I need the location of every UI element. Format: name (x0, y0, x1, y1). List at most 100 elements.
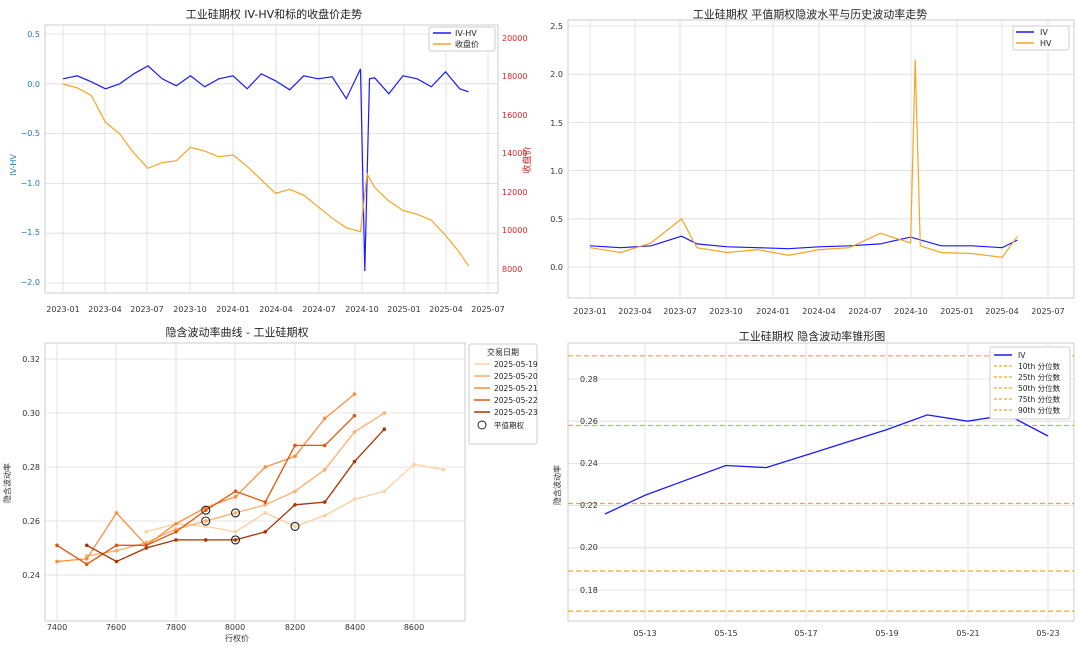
y-axis-label: 隐含波动率 (552, 465, 562, 505)
y-tick-label: 0.26 (22, 517, 40, 526)
y-tick-label: 1.0 (550, 167, 563, 176)
data-point (203, 519, 208, 523)
data-point (144, 543, 149, 548)
x-tick-labels: 05-13 05-15 05-17 05-19 05-21 05-23 (633, 629, 1059, 638)
x-tick-label: 2025-04 (985, 307, 1018, 316)
x-tick-label: 05-13 (633, 629, 656, 638)
y-tick-labels: 0.0 0.5 1.0 1.5 2.0 2.5 (550, 22, 563, 272)
y-tick-label: −0.5 (21, 129, 40, 138)
y-tick-label: 0.32 (22, 355, 40, 364)
x-tick-label: 7600 (106, 623, 126, 632)
x-tick-label: 2023-01 (46, 305, 79, 314)
data-point (441, 467, 446, 472)
data-point (352, 459, 357, 464)
legend: IV-HV 收盘价 (428, 26, 496, 52)
series-lines (62, 65, 470, 272)
legend-swatch-atm (477, 420, 487, 430)
x-tick-label: 8000 (225, 623, 245, 632)
y-tick-label: −1.5 (21, 228, 40, 237)
atm-marker (290, 521, 300, 531)
legend: IV HV (1012, 25, 1070, 51)
legend-label: 50th 分位数 (1018, 383, 1061, 393)
data-point (382, 427, 387, 432)
data-point (174, 521, 178, 526)
series-line-iv-hv (62, 65, 469, 272)
y-tick-labels: 0.18 0.20 0.22 0.24 0.26 0.28 (580, 375, 598, 595)
x-tick-label: 2025-07 (471, 305, 504, 314)
data-point (293, 503, 297, 507)
x-tick-label: 2024-04 (802, 307, 835, 316)
data-point (203, 524, 208, 529)
grid (568, 20, 1074, 298)
series-line-iv (589, 235, 1018, 250)
y2-tick-label: 8000 (502, 265, 522, 274)
grid (45, 25, 498, 293)
x-tick-label: 2024-04 (259, 305, 292, 314)
chart-title: 工业硅期权 平值期权隐波水平与历史波动率走势 (693, 7, 928, 21)
data-point (263, 530, 268, 534)
x-tick-label: 8400 (345, 623, 365, 632)
legend-label: 10th 分位数 (1018, 361, 1061, 371)
atm-marker (201, 505, 211, 515)
x-tick-label: 05-23 (1036, 629, 1059, 638)
chart-iv-cone: 工业硅期权 隐含波动率锥形图 05-13 05-15 05-17 05-19 0… (552, 329, 1075, 638)
x-tick-labels: 7400 7600 7800 8000 8200 8400 8600 (47, 623, 424, 632)
data-point (144, 530, 149, 534)
y-axis-label: IV-HV (9, 154, 18, 176)
x-tick-label: 2025-01 (940, 307, 973, 316)
legend-title: 交易日期 (487, 347, 519, 357)
data-point (174, 530, 178, 534)
y2-tick-label: 12000 (502, 188, 527, 197)
data-point (382, 411, 387, 415)
y2-tick-label: 10000 (502, 226, 527, 235)
legend-label: 90th 分位数 (1018, 405, 1061, 415)
y-tick-label: 0.30 (22, 409, 40, 418)
x-tick-label: 8600 (404, 623, 424, 632)
data-point (114, 511, 119, 515)
y-tick-label: 0.5 (550, 215, 563, 224)
data-point (322, 467, 327, 472)
legend: IV 10th 分位数 25th 分位数 50th 分位数 75th 分位数 9… (989, 346, 1071, 420)
data-point (293, 489, 297, 494)
y-tick-label: 0.24 (580, 459, 598, 468)
x-tick-label: 2024-07 (302, 305, 335, 314)
series-line-iv (604, 414, 1049, 515)
x-axis-label: 行权价 (225, 633, 249, 643)
series-lines (589, 59, 1018, 259)
y-tick-label: 0.18 (580, 586, 598, 595)
data-point (322, 443, 327, 448)
data-point (55, 543, 59, 548)
y2-tick-label: 16000 (502, 111, 527, 120)
y-tick-label: 0.5 (27, 30, 40, 39)
y-tick-label: 1.5 (550, 119, 563, 128)
y-tick-label: 0.22 (580, 501, 598, 510)
y-tick-label: 0.24 (22, 571, 40, 580)
x-tick-label: 2025-07 (1031, 307, 1064, 316)
data-point (293, 443, 297, 448)
y-tick-label: 0.0 (27, 80, 40, 89)
legend-label: 2025-05-19 (494, 360, 538, 369)
data-point (382, 489, 387, 494)
data-point (352, 413, 357, 418)
data-point (233, 511, 238, 515)
series-lines (55, 392, 446, 566)
data-point (84, 557, 89, 561)
atm-marker (230, 535, 241, 545)
series-lines (568, 355, 1074, 612)
series-line-close-price (62, 83, 470, 267)
data-point (263, 500, 268, 504)
x-tick-label: 7400 (47, 623, 67, 632)
grid (45, 343, 465, 621)
y2-tick-label: 20000 (502, 34, 527, 43)
data-point (174, 527, 178, 531)
x-tick-label: 05-15 (714, 629, 737, 638)
x-tick-label: 2023-10 (173, 305, 206, 314)
x-tick-label: 2024-01 (756, 307, 789, 316)
legend-label: 2025-05-21 (494, 384, 538, 393)
y2-tick-labels: 8000 10000 12000 14000 16000 18000 20000 (502, 34, 527, 274)
chart-iv-hv: 工业硅期权 平值期权隐波水平与历史波动率走势 2023-01 2023-04 2… (550, 7, 1075, 316)
chart-iv-smile: 隐含波动率曲线 - 工业硅期权 7400 7600 7800 8000 8200… (2, 325, 538, 643)
data-point (322, 513, 327, 518)
y-tick-label: 2.0 (550, 70, 563, 79)
